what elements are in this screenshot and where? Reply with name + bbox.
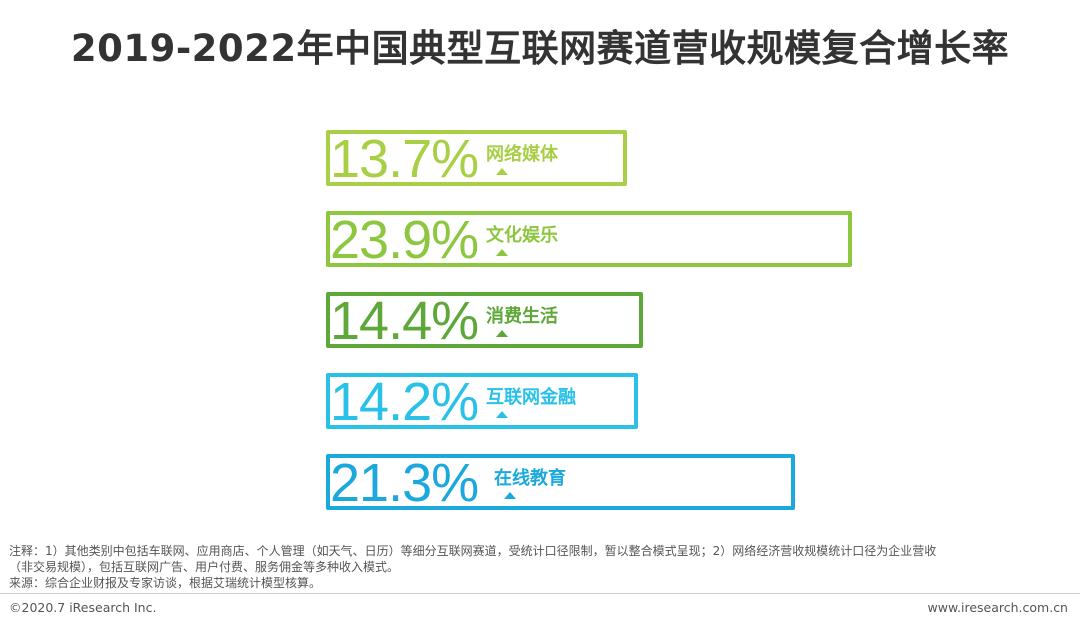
- bar-category-label: 网络媒体: [486, 144, 558, 165]
- source-note: 来源：综合企业财报及专家访谈，根据艾瑞统计模型核算。: [9, 576, 322, 590]
- bar-value-label: 13.7%: [330, 129, 479, 189]
- note-line-2: （非交易规模），包括互联网广告、用户付费、服务佣金等多种收入模式。: [9, 560, 400, 574]
- note-line-1: 注释：1）其他类别中包括车联网、应用商店、个人管理（如天气、日历）等细分互联网赛…: [9, 544, 937, 558]
- bar-category-label: 互联网金融: [486, 387, 576, 408]
- chart-title: 2019-2022年中国典型互联网赛道营收规模复合增长率: [70, 27, 1010, 70]
- up-arrow-icon: [496, 168, 508, 175]
- footer-copyright: ©2020.7 iResearch Inc.: [9, 600, 157, 615]
- bar-2: [326, 211, 852, 267]
- bar-category-label: 消费生活: [486, 306, 558, 327]
- up-arrow-icon: [496, 330, 508, 337]
- bar-1: [326, 130, 628, 186]
- up-arrow-icon: [504, 492, 516, 499]
- footer-website[interactable]: www.iresearch.com.cn: [927, 600, 1069, 615]
- bar-3: [326, 292, 643, 348]
- up-arrow-icon: [496, 249, 508, 256]
- bar-value-label: 21.3%: [330, 453, 479, 513]
- bar-category-label: 文化娱乐: [486, 225, 558, 246]
- footer-divider: [0, 593, 1080, 594]
- bar-value-label: 14.2%: [330, 372, 479, 432]
- bar-value-label: 14.4%: [330, 291, 479, 351]
- bar-5: [326, 454, 795, 510]
- bar-value-label: 23.9%: [330, 210, 479, 270]
- up-arrow-icon: [496, 411, 508, 418]
- bar-4: [326, 373, 639, 429]
- bar-category-label: 在线教育: [494, 468, 566, 489]
